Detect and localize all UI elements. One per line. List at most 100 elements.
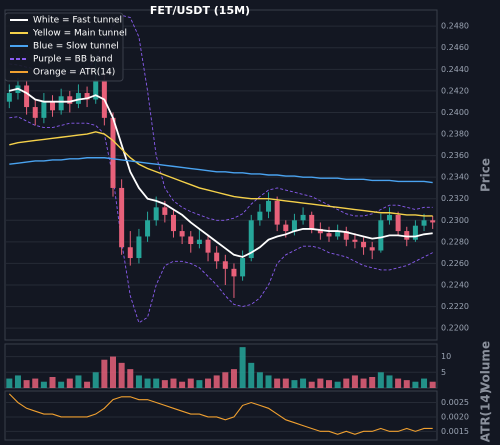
axis-title: Volume [479, 341, 493, 391]
y-tick-label: 0.2440 [441, 65, 469, 74]
y-tick-label: 0.2360 [441, 151, 469, 160]
candle-body [170, 214, 176, 232]
candle-body [32, 107, 38, 118]
volume-bar [135, 375, 142, 388]
volume-bar [369, 377, 376, 388]
candle-body [145, 220, 151, 237]
candle-body [231, 268, 237, 277]
volume-bar [179, 381, 186, 388]
volume-frame [4, 343, 438, 389]
candle-body [317, 228, 323, 234]
legend-box [4, 12, 124, 82]
y-tick-label: 5 [441, 368, 446, 377]
y-tick-label: 0.2280 [441, 237, 469, 246]
atr-frame [4, 390, 438, 441]
y-tick-label: 0.2420 [441, 86, 469, 95]
candle-body [119, 187, 125, 248]
candle-body [361, 241, 367, 248]
candle-body [404, 231, 410, 240]
y-tick-label: 0.2240 [441, 281, 469, 290]
candle-body [110, 117, 116, 188]
candle-body [291, 220, 297, 232]
volume-bar [32, 378, 39, 388]
volume-bar [75, 375, 82, 388]
volume-bar [282, 378, 289, 388]
plots: 0.2200 0.2220 0.2240 0.2260 0.2280 0.2300 0.23… [5, 14, 493, 442]
volume-bar [291, 380, 298, 388]
candle-body [136, 236, 142, 259]
legend: White = Fast tunnel Yellow = Main tunnel B… [4, 12, 127, 82]
candle-body [84, 93, 90, 100]
candle-body [93, 80, 99, 100]
axis-title: ATR(14) [479, 389, 493, 442]
volume-bar [49, 377, 56, 388]
y-tick-label: 0.2480 [441, 22, 469, 31]
candle-body [412, 225, 418, 240]
bb-lower [9, 116, 433, 324]
volume-bar [274, 378, 281, 388]
volume-bar [153, 378, 160, 388]
volume-bar [386, 375, 393, 388]
y-tick-label: 0.2200 [441, 324, 469, 333]
candle-body [343, 231, 349, 240]
volume-bar [144, 378, 151, 388]
y-tick-label: 0.2300 [441, 216, 469, 225]
volume-bar [256, 372, 263, 388]
volume-bar [40, 381, 47, 388]
volume-bar [205, 378, 212, 388]
volume-bar [58, 381, 65, 388]
volume-bar [421, 378, 428, 388]
volume-bar [196, 380, 203, 388]
y-tick-label: 0.2260 [441, 259, 469, 268]
candle-body [188, 236, 194, 245]
volume-bar [127, 369, 134, 388]
volume-bar [14, 375, 21, 388]
price-frame [4, 9, 438, 341]
candle-body [162, 207, 168, 215]
tunnel-line [9, 87, 433, 258]
atr-line [8, 393, 433, 435]
volume-bar [170, 378, 177, 388]
y-tick-label: 0.2400 [441, 108, 469, 117]
volume-bar [161, 380, 168, 388]
candle-body [248, 220, 254, 259]
y-tick-label: 0.2460 [441, 43, 469, 52]
volume-bar [377, 372, 384, 388]
legend-label: Purple = BB band [33, 55, 113, 65]
y-tick-label: 0.2380 [441, 130, 469, 139]
candle-body [153, 207, 159, 221]
candle-body [421, 220, 427, 226]
volume-bar [187, 378, 194, 388]
candle-body [378, 220, 384, 251]
tunnel-line [9, 157, 433, 184]
volume-bar [248, 362, 255, 388]
volume-bar [395, 378, 402, 388]
y-tick-label: 10 [441, 352, 451, 361]
candle-body [266, 200, 272, 212]
candle-body [67, 96, 73, 104]
volume-bar [403, 380, 410, 388]
volume-bar [326, 380, 332, 388]
candle-body [50, 101, 56, 111]
volume-bar [230, 369, 237, 388]
y-tick-label: 0.0020 [441, 412, 469, 421]
candle-body [352, 239, 358, 242]
y-tick-label: 0.0025 [441, 398, 469, 407]
candle-body [6, 93, 12, 102]
candle-body [300, 214, 306, 221]
candle-body [369, 247, 375, 251]
volume-bar [222, 372, 229, 388]
candle-body [335, 231, 341, 237]
volume-bar [343, 378, 350, 388]
volume-bar [84, 381, 91, 388]
candle-body [58, 96, 64, 111]
volume-bar [300, 378, 307, 388]
legend-label: White = Fast tunnel [33, 16, 122, 26]
candle-body [309, 214, 315, 229]
volume-bar [101, 359, 108, 388]
candle-body [222, 261, 228, 269]
candle-body [386, 214, 392, 221]
candle-body [24, 85, 30, 108]
volume-bar [360, 378, 367, 388]
